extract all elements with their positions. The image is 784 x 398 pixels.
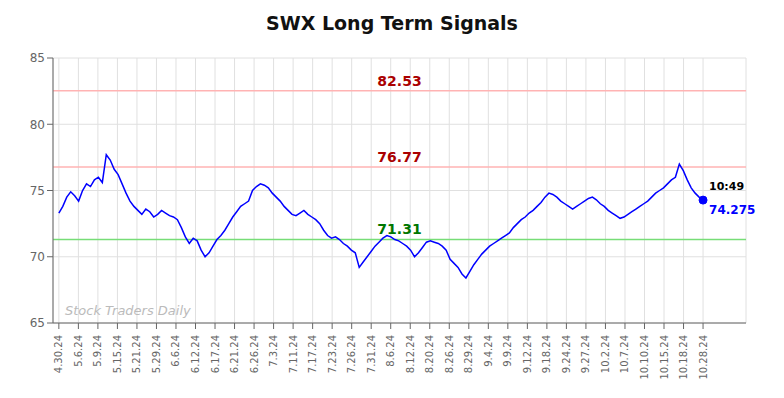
- svg-text:80: 80: [30, 118, 45, 132]
- svg-text:65: 65: [30, 316, 45, 330]
- svg-text:74.275: 74.275: [709, 203, 755, 217]
- html-text:SWX Long Term Signals: SWX Long Term Signals: [266, 12, 518, 34]
- svg-text:8.6.24: 8.6.24: [385, 335, 396, 367]
- svg-text:85: 85: [30, 51, 45, 65]
- svg-text:7.31.24: 7.31.24: [366, 335, 377, 373]
- svg-text:5.21.24: 5.21.24: [131, 335, 142, 373]
- svg-text:8.29.24: 8.29.24: [463, 335, 474, 373]
- svg-text:82.53: 82.53: [377, 73, 421, 89]
- svg-text:75: 75: [30, 184, 45, 198]
- svg-text:7.3.24: 7.3.24: [268, 335, 279, 367]
- svg-text:9.9.24: 9.9.24: [502, 335, 513, 367]
- svg-text:9.24.24: 9.24.24: [561, 335, 572, 373]
- svg-text:10.18.24: 10.18.24: [678, 335, 689, 380]
- svg-text:5.6.24: 5.6.24: [73, 335, 84, 367]
- svg-text:76.77: 76.77: [377, 149, 421, 165]
- svg-text:5.9.24: 5.9.24: [92, 335, 103, 367]
- svg-text:71.31: 71.31: [377, 221, 421, 237]
- svg-text:7.11.24: 7.11.24: [288, 335, 299, 373]
- svg-text:8.20.24: 8.20.24: [424, 335, 435, 373]
- svg-text:5.29.24: 5.29.24: [151, 335, 162, 373]
- svg-text:6.12.24: 6.12.24: [190, 335, 201, 373]
- svg-text:7.17.24: 7.17.24: [307, 335, 318, 373]
- svg-text:7.26.24: 7.26.24: [346, 335, 357, 373]
- svg-text:6.17.24: 6.17.24: [210, 335, 221, 373]
- svg-text:Stock Traders Daily: Stock Traders Daily: [65, 303, 191, 318]
- svg-text:7.23.24: 7.23.24: [327, 335, 338, 373]
- svg-text:10.15.24: 10.15.24: [659, 335, 670, 380]
- svg-text:10:49: 10:49: [709, 180, 744, 193]
- svg-text:70: 70: [30, 250, 45, 264]
- svg-text:10.7.24: 10.7.24: [619, 335, 630, 373]
- svg-text:9.27.24: 9.27.24: [580, 335, 591, 373]
- svg-text:9.4.24: 9.4.24: [483, 335, 494, 367]
- svg-text:6.26.24: 6.26.24: [249, 335, 260, 373]
- svg-text:10.2.24: 10.2.24: [600, 335, 611, 373]
- svg-text:9.18.24: 9.18.24: [541, 335, 552, 373]
- svg-text:4.30.24: 4.30.24: [53, 335, 64, 373]
- svg-text:6.21.24: 6.21.24: [229, 335, 240, 373]
- svg-text:5.15.24: 5.15.24: [112, 335, 123, 373]
- svg-text:9.12.24: 9.12.24: [522, 335, 533, 373]
- svg-text:8.26.24: 8.26.24: [444, 335, 455, 373]
- svg-text:8.12.24: 8.12.24: [405, 335, 416, 373]
- svg-text:6.6.24: 6.6.24: [170, 335, 181, 367]
- svg-text:10.28.24: 10.28.24: [698, 335, 709, 380]
- svg-text:10.10.24: 10.10.24: [639, 335, 650, 380]
